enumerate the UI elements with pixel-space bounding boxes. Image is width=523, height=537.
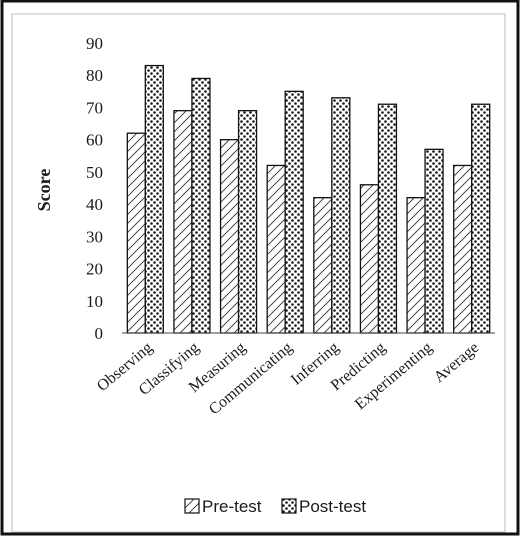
y-tick-label: 30 <box>86 227 103 246</box>
bar-post-test <box>471 103 491 334</box>
bar-pre-test <box>126 132 146 334</box>
bar-post-test <box>377 103 398 334</box>
legend-swatch-pre-test <box>184 498 200 514</box>
bar-pre-test <box>406 197 426 334</box>
bar-pre-test <box>266 164 286 334</box>
y-tick-label: 60 <box>86 131 103 150</box>
bar-pre-test <box>313 197 333 334</box>
x-axis-labels: ObservingClassifyingMeasuringCommunicati… <box>94 339 482 418</box>
y-tick-label: 0 <box>95 324 104 343</box>
y-axis-ticks: 0 10 20 30 40 50 60 70 80 90 <box>86 34 103 343</box>
bar-pre-test <box>219 139 240 334</box>
bar-post-test <box>424 148 444 334</box>
bars <box>126 64 491 334</box>
y-tick-label: 50 <box>86 163 103 182</box>
bar-pre-test <box>453 164 473 334</box>
bar-post-test <box>284 90 304 334</box>
y-axis-title: Score <box>34 169 54 212</box>
bar-post-test <box>237 110 258 334</box>
y-tick-label: 40 <box>86 195 103 214</box>
y-tick-label: 70 <box>86 98 103 117</box>
x-tick-label: Communicating <box>206 339 296 418</box>
bar-pre-test <box>359 184 380 334</box>
legend-label-post-test: Post-test <box>299 497 366 516</box>
y-tick-label: 20 <box>86 260 103 279</box>
y-tick-label: 90 <box>86 34 103 53</box>
legend-label-pre-test: Pre-test <box>202 497 262 516</box>
legend-swatch-post-test <box>281 498 297 514</box>
bar-post-test <box>331 97 351 334</box>
x-tick-label: Average <box>431 339 483 386</box>
bar-post-test <box>191 77 211 334</box>
legend: Pre-test Post-test <box>184 497 366 516</box>
y-tick-label: 80 <box>86 66 103 85</box>
bar-post-test <box>144 64 164 334</box>
y-tick-label: 10 <box>86 292 103 311</box>
bar-pre-test <box>173 110 193 334</box>
